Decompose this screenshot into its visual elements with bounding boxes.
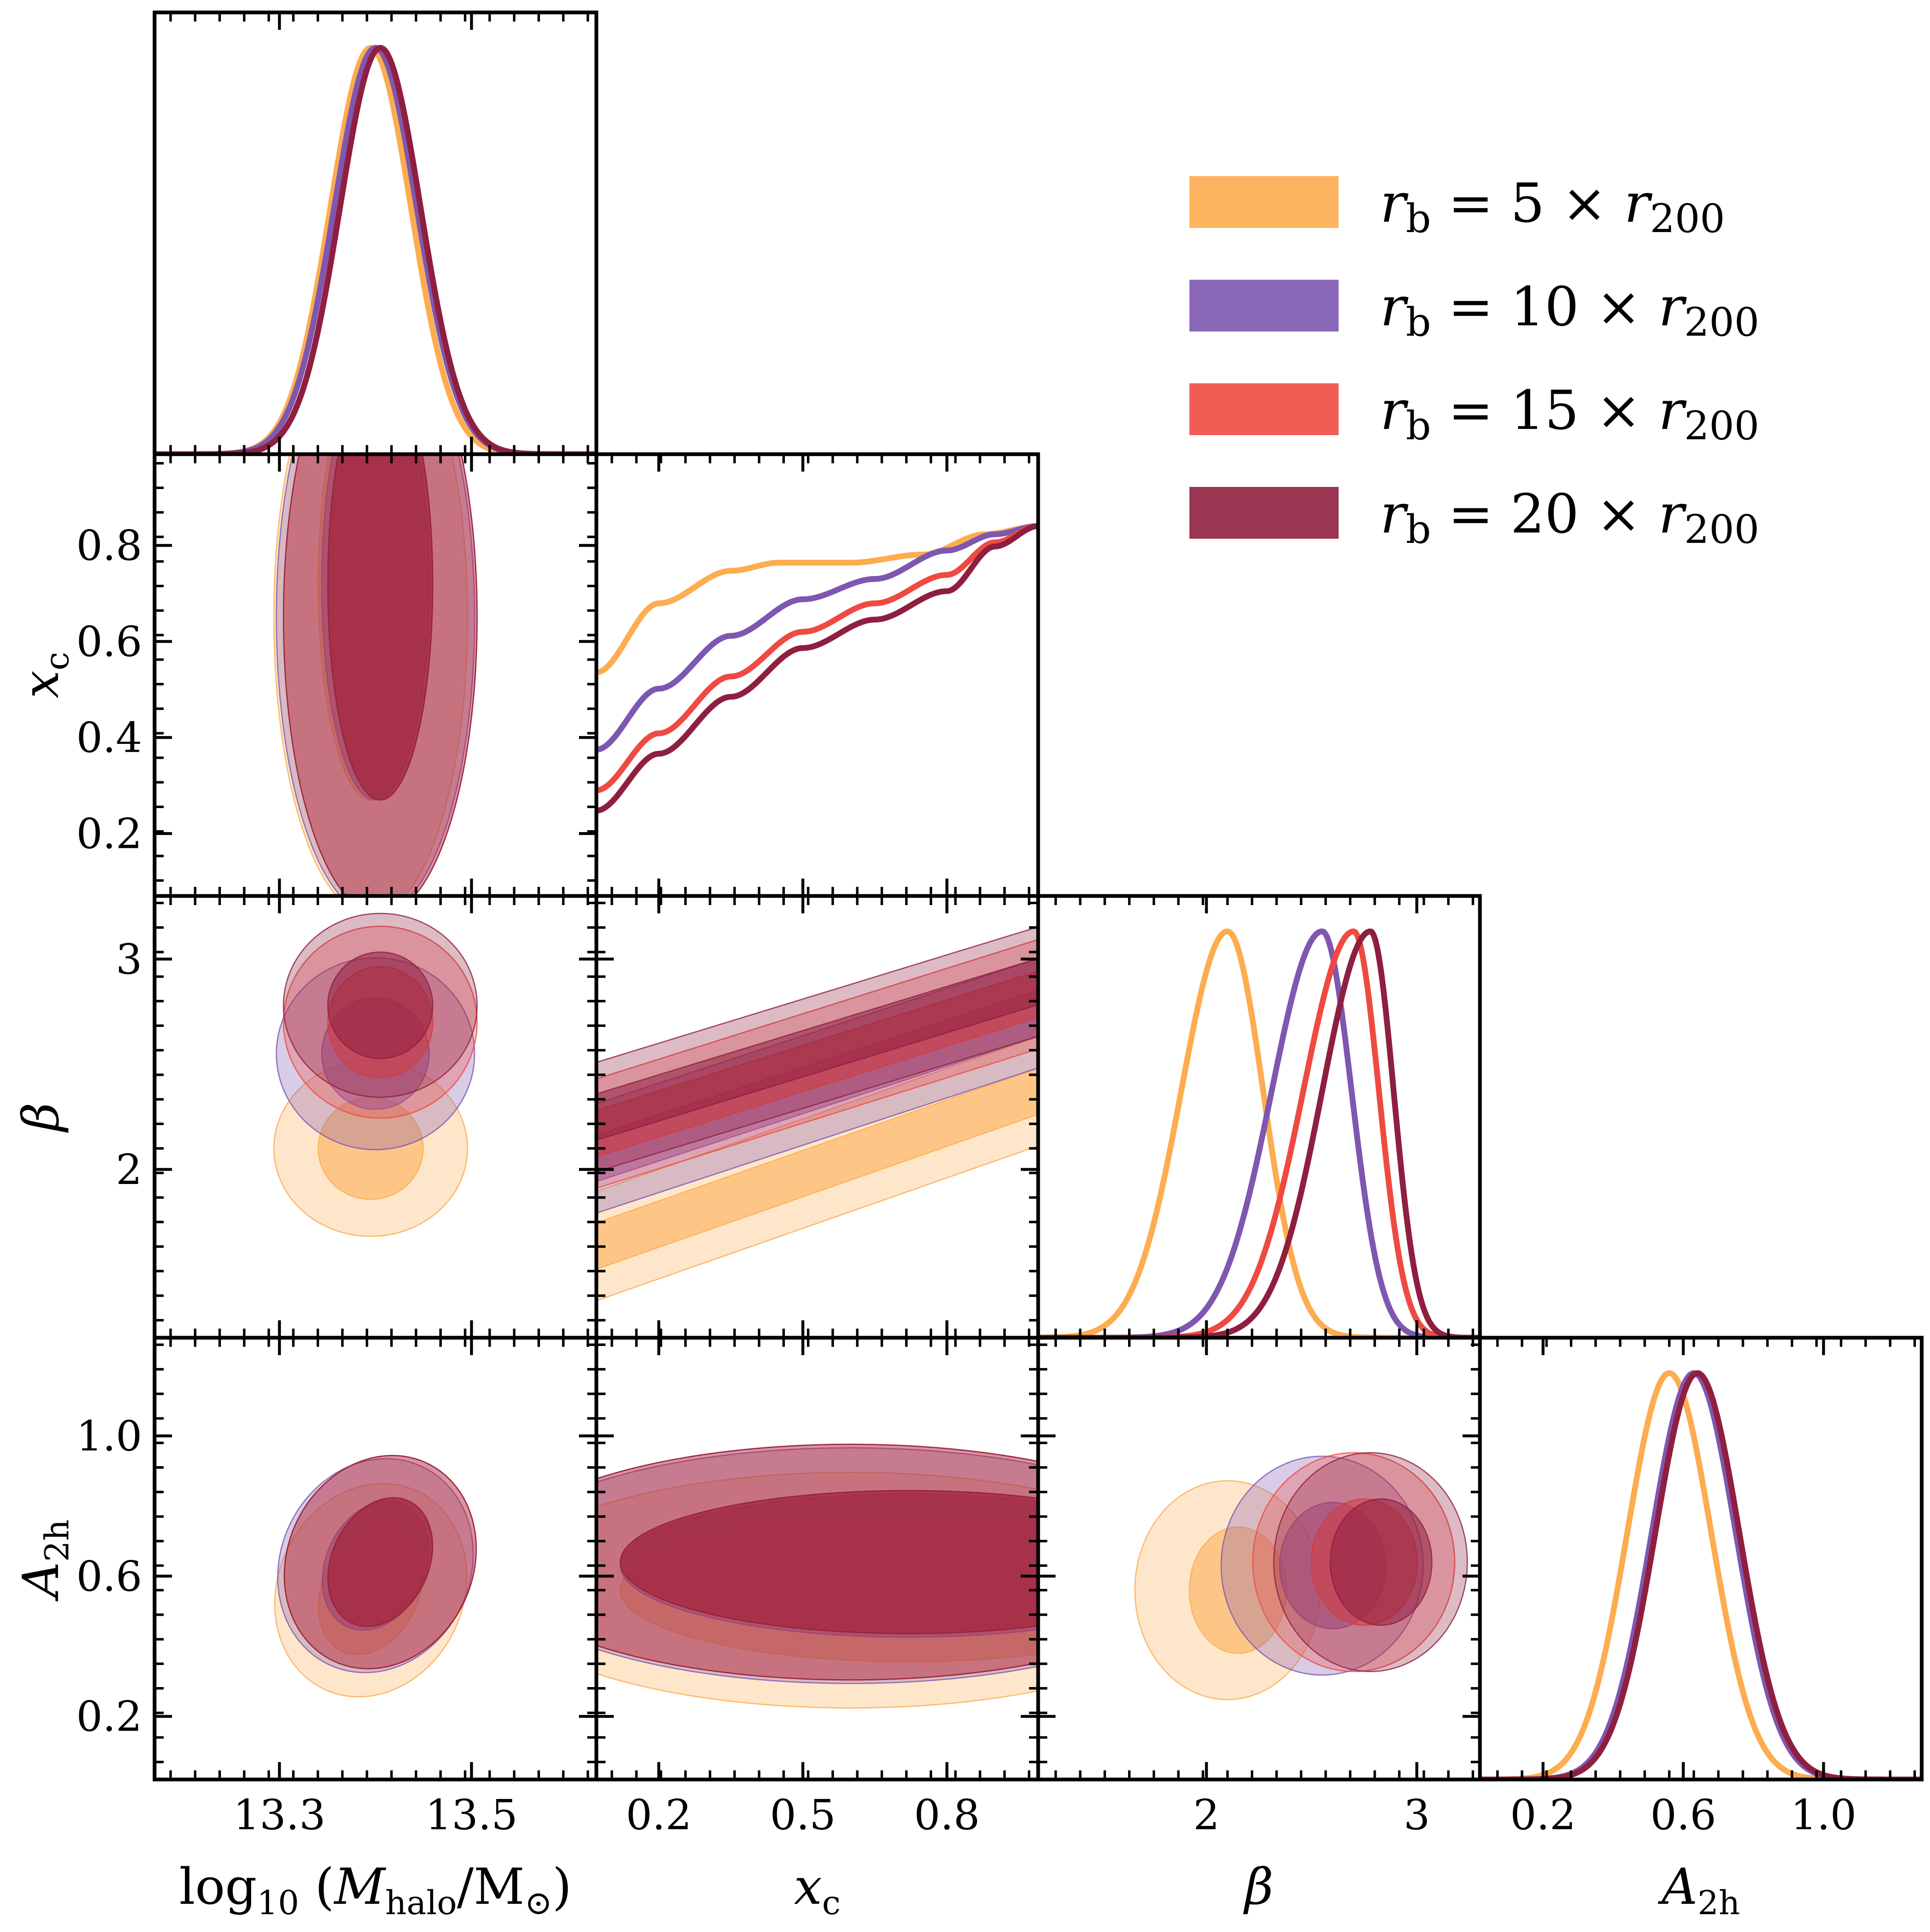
marginal-curve-beta-1 — [1038, 928, 1480, 1338]
A2h-logM-inner-contour-4 — [327, 1497, 433, 1627]
y-tick-label: 0.2 — [76, 1692, 142, 1741]
marginal-curve-A2h-2 — [1480, 1370, 1922, 1779]
marginal-curve-beta-3 — [1038, 928, 1480, 1338]
marginal-curve-logM-1 — [155, 45, 596, 454]
panel-frames — [153, 10, 1924, 1782]
marginal-curve-A2h-4 — [1480, 1370, 1922, 1779]
x-tick-label: 0.8 — [914, 1791, 980, 1839]
contour-layer — [273, 454, 1468, 1709]
axis-ticks — [155, 12, 1916, 1779]
A2h-xc-inner-contour-4 — [620, 1490, 1038, 1634]
x-tick-label: 1.0 — [1791, 1791, 1857, 1839]
marginal-curve-logM-3 — [155, 45, 596, 454]
y-tick-label: 0.8 — [76, 521, 142, 570]
legend-swatch-4 — [1189, 487, 1339, 539]
axis-title-A2h: A2h — [12, 1519, 76, 1602]
marginal-curve-xc-4 — [596, 523, 1038, 813]
legend-swatch-3 — [1189, 383, 1339, 435]
A2h-beta-inner-contour-4 — [1329, 1498, 1433, 1626]
panel-frame-0-0 — [153, 10, 598, 456]
axis-title-xc: xc — [12, 652, 76, 699]
marginal-curve-A2h-1 — [1480, 1370, 1922, 1779]
x-tick-label: 13.3 — [233, 1791, 326, 1839]
legend-label-1: rb = 5 × r200 — [1380, 172, 1725, 242]
y-tick-label: 1.0 — [76, 1412, 142, 1460]
legend-label-3: rb = 15 × r200 — [1380, 379, 1759, 449]
axis-title-beta: β — [1243, 1858, 1273, 1916]
axis-title-xc: xc — [794, 1858, 841, 1922]
y-tick-label: 2 — [116, 1145, 142, 1194]
legend-label-4: rb = 20 × r200 — [1380, 482, 1759, 552]
axis-labels: 0.2 0.4 0.6 0.8 2 3 13.3 13.5 0.2 0.6 1.0 0.2 0.5 0.8… — [12, 521, 1857, 1922]
axis-title-beta: β — [12, 1102, 70, 1133]
marginal-curve-xc-1 — [596, 523, 1038, 675]
marginal-curve-xc-2 — [596, 523, 1038, 753]
marginal-curve-xc-3 — [596, 523, 1038, 793]
marginal-curve-logM-2 — [155, 45, 596, 454]
axis-title-logM: log10 (Mhalo/M⊙) — [179, 1858, 571, 1922]
y-tick-label: 0.6 — [76, 617, 142, 666]
marginal-curve-logM-4 — [155, 45, 596, 454]
beta-xc-inner-contour-4 — [596, 958, 1038, 1141]
axis-title-A2h: A2h — [1657, 1858, 1740, 1922]
legend-swatch-1 — [1189, 176, 1339, 228]
x-tick-label: 0.5 — [770, 1791, 836, 1839]
beta-logM-inner-contour-4 — [327, 951, 433, 1059]
x-tick-label: 0.2 — [1510, 1791, 1576, 1839]
panel-frame-3-3 — [1478, 1336, 1924, 1782]
x-tick-label: 0.2 — [626, 1791, 692, 1839]
marginal-curve-A2h-3 — [1480, 1370, 1922, 1779]
x-tick-label: 3 — [1404, 1791, 1430, 1839]
y-tick-label: 0.6 — [76, 1552, 142, 1600]
panel-frame-1-1 — [594, 452, 1040, 898]
legend: rb = 5 × r200 rb = 10 × r200 rb = 15 × r20… — [1189, 172, 1759, 552]
y-tick-label: 3 — [116, 935, 142, 983]
xc-logM-inner-contour-4 — [327, 454, 433, 801]
y-tick-label: 0.2 — [76, 809, 142, 858]
x-tick-label: 0.6 — [1650, 1791, 1716, 1839]
y-tick-label: 0.4 — [76, 714, 142, 762]
x-tick-label: 2 — [1193, 1791, 1220, 1839]
marginal-curve-beta-4 — [1038, 928, 1480, 1338]
legend-swatch-2 — [1189, 280, 1339, 332]
legend-label-2: rb = 10 × r200 — [1380, 275, 1759, 345]
x-tick-label: 13.5 — [425, 1791, 518, 1839]
beta-xc-inner-contour-1 — [596, 1067, 1038, 1270]
